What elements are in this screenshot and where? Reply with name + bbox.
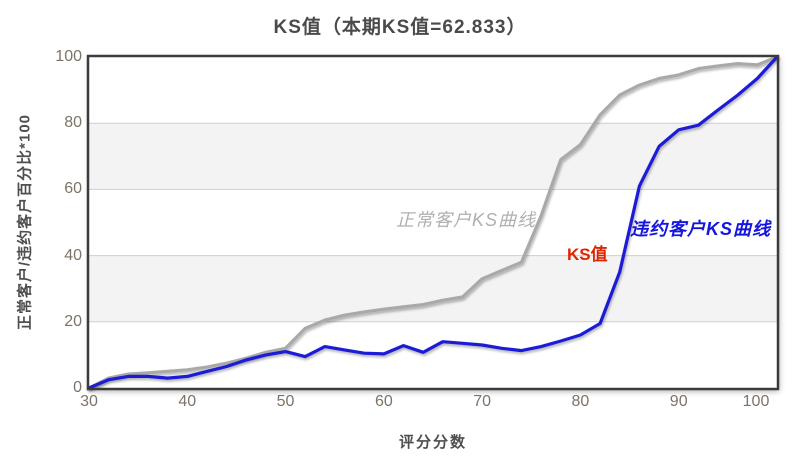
default-curve-label: 违约客户KS曲线 — [630, 219, 772, 239]
x-axis-tick: 90 — [669, 393, 688, 410]
normal-ks-curve — [87, 55, 779, 390]
ks-line-label: KS值 — [567, 245, 608, 264]
plot-background — [89, 57, 777, 388]
x-axis-tick: 50 — [276, 393, 295, 410]
y-axis-tick: 20 — [64, 312, 82, 330]
y-axis-tick: 100 — [55, 48, 82, 65]
y-axis-tick: 60 — [64, 180, 82, 198]
plot-border — [86, 54, 780, 391]
normal-curve-label: 正常客户KS曲线 — [396, 210, 537, 230]
y-axis-tick: 80 — [64, 114, 82, 132]
chart-title: KS值（本期KS值=62.833） — [273, 17, 527, 38]
default-ks-curve — [87, 55, 779, 390]
plot-band — [89, 255, 777, 322]
x-axis-tick: 70 — [473, 393, 492, 410]
x-axis-tick: 100 — [742, 393, 770, 410]
x-axis-tick: 60 — [374, 393, 393, 410]
x-axis-title: 评分分数 — [398, 434, 467, 451]
x-axis-tick: 80 — [571, 393, 590, 410]
x-axis-tick: 40 — [178, 393, 197, 410]
plot-band — [89, 123, 777, 190]
y-axis-tick: 0 — [73, 379, 82, 396]
x-axis-tick: 30 — [80, 393, 98, 410]
y-axis-tick: 40 — [64, 246, 82, 264]
